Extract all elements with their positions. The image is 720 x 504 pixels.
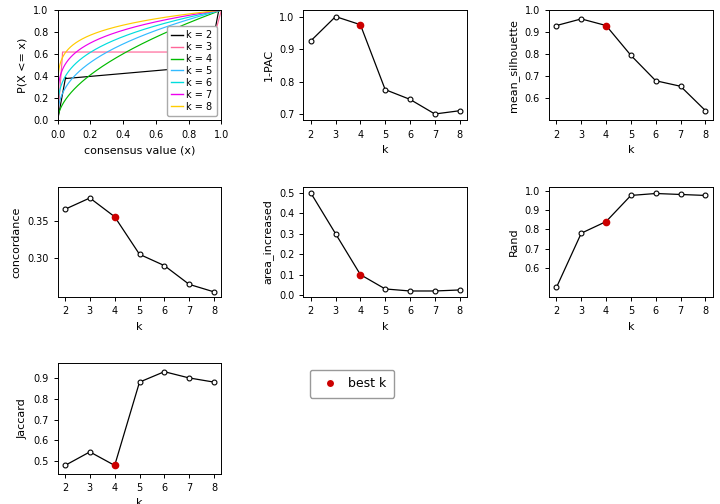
Legend: best k: best k: [310, 369, 394, 398]
Y-axis label: area_increased: area_increased: [262, 200, 274, 284]
X-axis label: k: k: [382, 322, 389, 332]
Y-axis label: Rand: Rand: [509, 228, 519, 256]
Legend: k = 2, k = 3, k = 4, k = 5, k = 6, k = 7, k = 8: k = 2, k = 3, k = 4, k = 5, k = 6, k = 7…: [167, 26, 217, 115]
Y-axis label: concordance: concordance: [12, 206, 22, 278]
X-axis label: consensus value (x): consensus value (x): [84, 145, 195, 155]
X-axis label: k: k: [382, 145, 389, 155]
Y-axis label: 1-PAC: 1-PAC: [264, 49, 274, 81]
Y-axis label: P(X <= x): P(X <= x): [18, 38, 27, 93]
X-axis label: k: k: [628, 322, 634, 332]
X-axis label: k: k: [136, 322, 143, 332]
X-axis label: k: k: [136, 498, 143, 504]
Y-axis label: Jaccard: Jaccard: [18, 398, 27, 439]
X-axis label: k: k: [628, 145, 634, 155]
Y-axis label: mean_silhouette: mean_silhouette: [508, 19, 519, 112]
